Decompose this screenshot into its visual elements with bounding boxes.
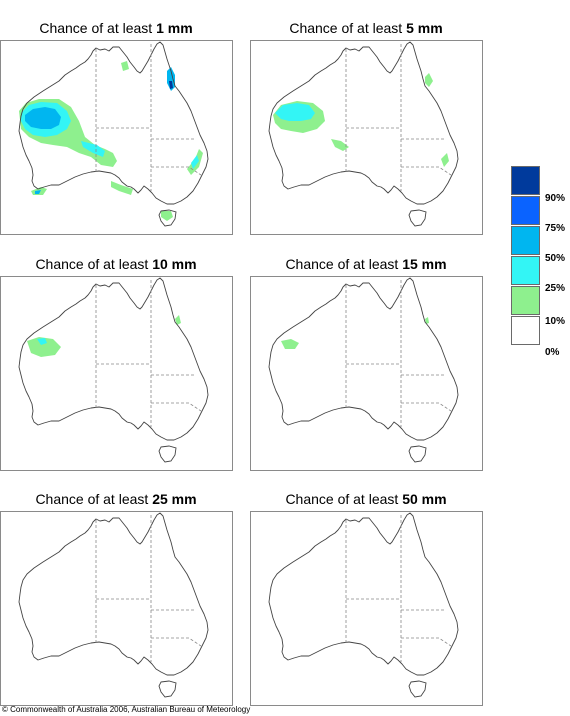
panel-amount: 1 mm [156, 20, 193, 36]
legend-swatch-10 [511, 286, 540, 315]
legend-swatch-50 [511, 226, 540, 255]
rain-probability-overlay [19, 61, 203, 221]
probability-map [250, 276, 483, 471]
legend-label-10: 10% [545, 316, 566, 327]
probability-map [0, 40, 233, 235]
probability-map [0, 511, 233, 706]
panel-amount: 50 mm [402, 491, 447, 507]
probability-map [250, 40, 483, 235]
legend-swatch-75 [511, 196, 540, 225]
probability-map [0, 276, 233, 471]
legend-label-90: 90% [545, 193, 566, 204]
rain-probability-overlay [27, 315, 181, 357]
legend-swatch-25 [511, 256, 540, 285]
rain-probability-overlay [273, 73, 449, 167]
probability-legend: 90% 75% 50% 25% 10% 0% [511, 166, 570, 366]
probability-map [250, 511, 483, 706]
panel-title: Chance of at least 25 mm [35, 491, 197, 507]
panel-amount: 5 mm [406, 20, 443, 36]
panel-title: Chance of at least 15 mm [285, 256, 447, 272]
legend-swatch-0 [511, 316, 540, 345]
legend-swatch-90 [511, 166, 540, 195]
legend-label-0: 0% [545, 347, 560, 358]
rain-probability-overlay [281, 317, 429, 349]
panel-amount: 15 mm [402, 256, 447, 272]
panel-title: Chance of at least 1 mm [39, 20, 193, 36]
copyright-notice: © Commonwealth of Australia 2006, Austra… [2, 705, 251, 714]
legend-label-75: 75% [545, 223, 566, 234]
panel-title: Chance of at least 50 mm [285, 491, 447, 507]
legend-label-25: 25% [545, 283, 566, 294]
panel-title: Chance of at least 5 mm [289, 20, 443, 36]
panel-amount: 10 mm [152, 256, 197, 272]
legend-label-50: 50% [545, 253, 566, 264]
panel-title: Chance of at least 10 mm [35, 256, 197, 272]
panel-amount: 25 mm [152, 491, 197, 507]
